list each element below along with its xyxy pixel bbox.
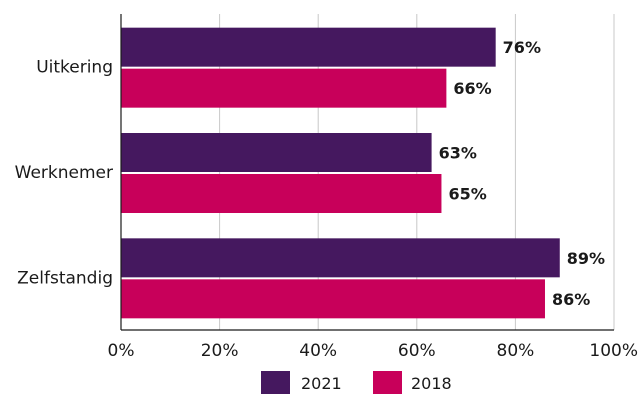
legend-label: 2021 — [301, 374, 342, 393]
value-label: 86% — [552, 290, 590, 309]
bar-2018-zelfstandig — [121, 279, 545, 319]
x-tick-label: 80% — [497, 341, 535, 361]
x-tick-label: 20% — [201, 341, 239, 361]
value-label: 66% — [453, 79, 491, 98]
x-tick-label: 100% — [589, 341, 638, 361]
value-label: 76% — [503, 38, 541, 57]
category-label: Uitkering — [36, 58, 113, 78]
bar-2021-werknemer — [121, 133, 432, 172]
value-label: 63% — [439, 144, 477, 163]
bar-2021-uitkering — [121, 27, 496, 67]
x-tick-label: 0% — [108, 341, 135, 361]
legend-swatch-2018 — [373, 371, 402, 394]
legend-label: 2018 — [411, 374, 452, 393]
category-label: Zelfstandig — [17, 268, 113, 288]
category-label: Werknemer — [15, 163, 113, 183]
legend-swatch-2021 — [261, 371, 290, 394]
x-tick-label: 60% — [398, 341, 436, 361]
value-label: 65% — [448, 185, 486, 204]
value-label: 89% — [567, 249, 605, 268]
bar-2021-zelfstandig — [121, 238, 560, 278]
x-tick-label: 40% — [299, 341, 337, 361]
bar-2018-uitkering — [121, 68, 447, 108]
bar-2018-werknemer — [121, 174, 442, 213]
